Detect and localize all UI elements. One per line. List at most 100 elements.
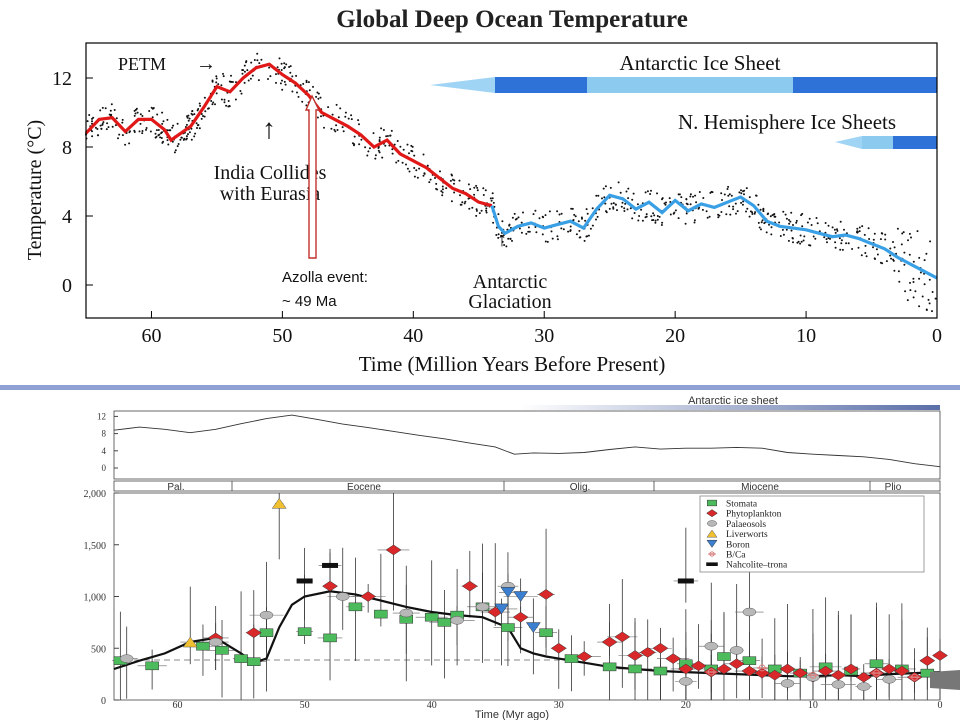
temperature-sample-point [115, 117, 118, 120]
temperature-sample-point [770, 233, 773, 236]
temperature-sample-point [335, 124, 338, 127]
antarctic-ice-sheet-label: Antarctic Ice Sheet [620, 51, 781, 75]
temperature-sample-point [91, 117, 93, 120]
temperature-sample-point [769, 215, 772, 218]
temperature-sample-point [791, 237, 794, 240]
temperature-sample-point [176, 145, 179, 148]
x-tick-label: 50 [272, 325, 292, 347]
temperature-sample-point [422, 174, 425, 177]
temperature-sample-point [839, 248, 842, 251]
temperature-sample-point [908, 253, 911, 256]
temperature-sample-point [834, 246, 837, 249]
temperature-sample-point [121, 134, 124, 137]
co2-x-tick-label: 60 [173, 700, 183, 711]
temperature-sample-point [689, 195, 692, 198]
temperature-sample-point [297, 95, 300, 98]
co2-marker-phytoplankton [550, 642, 567, 654]
temperature-sample-point [228, 105, 231, 108]
temperature-sample-point [239, 90, 242, 92]
temperature-sample-point [570, 207, 573, 210]
temperature-sample-point [188, 131, 191, 134]
temperature-sample-point [623, 207, 626, 210]
temperature-sample-point [381, 156, 384, 159]
temperature-sample-point [471, 206, 474, 209]
temperature-sample-point [708, 215, 711, 218]
temperature-sample-point [149, 130, 152, 133]
temperature-sample-point [743, 189, 746, 192]
temperature-sample-point [377, 147, 380, 149]
temperature-sample-point [892, 241, 894, 243]
temperature-sample-point [415, 169, 418, 172]
temperature-sample-point [825, 238, 828, 241]
temperature-sample-point [685, 202, 688, 205]
temperature-sample-point [799, 242, 802, 245]
temperature-sample-point [864, 252, 867, 254]
temperature-sample-point [732, 205, 735, 208]
temperature-sample-point [141, 132, 144, 135]
co2-marker-phytoplankton [843, 663, 859, 675]
temperature-sample-point [476, 189, 479, 192]
temperature-sample-point [121, 118, 124, 121]
temperature-sample-point [418, 167, 421, 170]
temperature-sample-point [476, 186, 479, 189]
azolla-label-line2: ~ 49 Ma [282, 293, 337, 310]
temperature-sample-point [460, 203, 463, 206]
temperature-sample-point [730, 194, 733, 197]
co2-marker-stomata [653, 666, 668, 676]
co2-marker-palaeosols [259, 610, 274, 620]
temperature-sample-point [230, 80, 233, 83]
temperature-sample-point [185, 123, 188, 126]
temperature-sample-point [491, 197, 494, 200]
temperature-sample-point [497, 213, 500, 216]
temperature-sample-point [789, 220, 792, 223]
temperature-sample-point [358, 143, 361, 146]
co2-marker-palaeosols [119, 654, 134, 663]
epoch-plio: Plio [885, 482, 902, 493]
co2-marker-phytoplankton [919, 655, 936, 666]
temperature-sample-point [156, 113, 159, 116]
temperature-sample-point [603, 196, 606, 199]
temperature-sample-point [502, 234, 505, 237]
temperature-sample-point [729, 213, 732, 216]
temperature-sample-point [99, 124, 102, 127]
temperature-sample-point [187, 133, 189, 136]
co2-marker-phytoplankton [690, 660, 707, 672]
co2-marker-stomata [196, 641, 210, 651]
legend-label: Palaeosols [726, 520, 766, 530]
temperature-sample-point [428, 181, 431, 184]
temperature-sample-point [316, 91, 319, 94]
temperature-sample-point [918, 305, 921, 308]
x-tick-label: 10 [796, 325, 816, 347]
temperature-sample-point [551, 237, 554, 240]
temperature-sample-point [743, 193, 745, 196]
temperature-sample-point [217, 83, 220, 86]
temperature-sample-point [334, 130, 337, 133]
temperature-sample-point [638, 215, 641, 217]
temperature-sample-point [527, 226, 530, 229]
temperature-sample-point [258, 62, 261, 65]
temperature-sample-point [717, 216, 720, 219]
temperature-sample-point [518, 227, 521, 230]
temperature-sample-point [558, 213, 561, 216]
temperature-sample-point [748, 196, 751, 199]
temperature-sample-point [185, 137, 188, 140]
temperature-sample-point [928, 302, 931, 305]
temperature-sample-point [187, 119, 190, 122]
temperature-sample-point [441, 191, 444, 194]
temperature-sample-point [632, 192, 635, 195]
error-bar [893, 603, 910, 700]
temperature-sample-point [661, 221, 664, 224]
temperature-sample-point [172, 124, 175, 127]
y-tick-label: 0 [62, 275, 72, 297]
temperature-sample-point [475, 214, 478, 217]
temperature-sample-point [782, 210, 785, 213]
temperature-sample-point [291, 90, 294, 93]
temperature-sample-point [904, 290, 907, 293]
error-bar [729, 584, 744, 699]
temperature-sample-point [353, 143, 356, 146]
temperature-sample-point [422, 153, 425, 156]
temperature-sample-point [693, 221, 696, 224]
co2-marker-phytoplankton [385, 544, 402, 556]
temperature-sample-point [395, 161, 398, 164]
co2-marker-palaeosols [780, 679, 795, 688]
